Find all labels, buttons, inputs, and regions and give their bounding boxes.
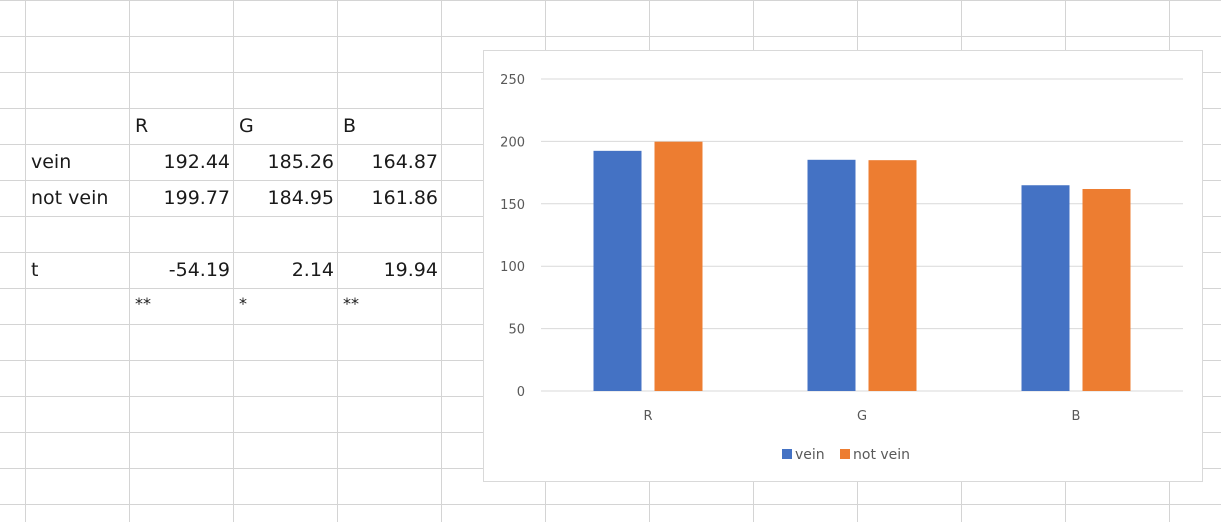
legend-swatch-not-vein xyxy=(840,449,850,459)
cell-sig-r[interactable]: ** xyxy=(135,294,151,313)
y-tick-label: 100 xyxy=(500,260,525,275)
x-tick-label: G xyxy=(857,409,867,424)
header-b[interactable]: B xyxy=(343,115,357,137)
cell-not-vein-r[interactable]: 199.77 xyxy=(163,187,230,209)
bar-not-vein-G xyxy=(868,160,917,391)
row-label-t[interactable]: t xyxy=(31,259,39,281)
legend-label-not-vein: not vein xyxy=(853,447,910,463)
cell-sig-b[interactable]: ** xyxy=(343,294,359,313)
header-r[interactable]: R xyxy=(135,115,149,137)
cell-t-r[interactable]: -54.19 xyxy=(168,259,230,281)
bar-vein-B xyxy=(1021,185,1070,391)
x-tick-label: B xyxy=(1072,409,1081,424)
y-tick-label: 0 xyxy=(517,385,525,400)
cell-vein-r[interactable]: 192.44 xyxy=(163,151,230,173)
cell-not-vein-g[interactable]: 184.95 xyxy=(267,187,334,209)
y-tick-label: 50 xyxy=(508,323,525,338)
cell-not-vein-b[interactable]: 161.86 xyxy=(371,187,438,209)
row-label-vein[interactable]: vein xyxy=(31,151,72,173)
y-tick-label: 200 xyxy=(500,135,525,150)
legend-swatch-vein xyxy=(782,449,792,459)
cell-t-g[interactable]: 2.14 xyxy=(291,259,334,281)
legend-label-vein: vein xyxy=(795,447,825,463)
bar-vein-G xyxy=(807,159,856,391)
cell-vein-g[interactable]: 185.26 xyxy=(267,151,334,173)
cell-sig-g[interactable]: * xyxy=(239,294,247,313)
bar-not-vein-B xyxy=(1082,188,1131,391)
x-tick-label: R xyxy=(643,409,652,424)
bar-not-vein-R xyxy=(654,141,703,391)
row-label-not-vein[interactable]: not vein xyxy=(31,187,109,209)
y-tick-label: 150 xyxy=(500,198,525,213)
bar-vein-R xyxy=(593,150,642,391)
grid-row-header-border xyxy=(25,0,26,522)
header-g[interactable]: G xyxy=(239,115,254,137)
cell-t-b[interactable]: 19.94 xyxy=(383,259,438,281)
cell-vein-b[interactable]: 164.87 xyxy=(371,151,438,173)
y-tick-label: 250 xyxy=(500,73,525,88)
